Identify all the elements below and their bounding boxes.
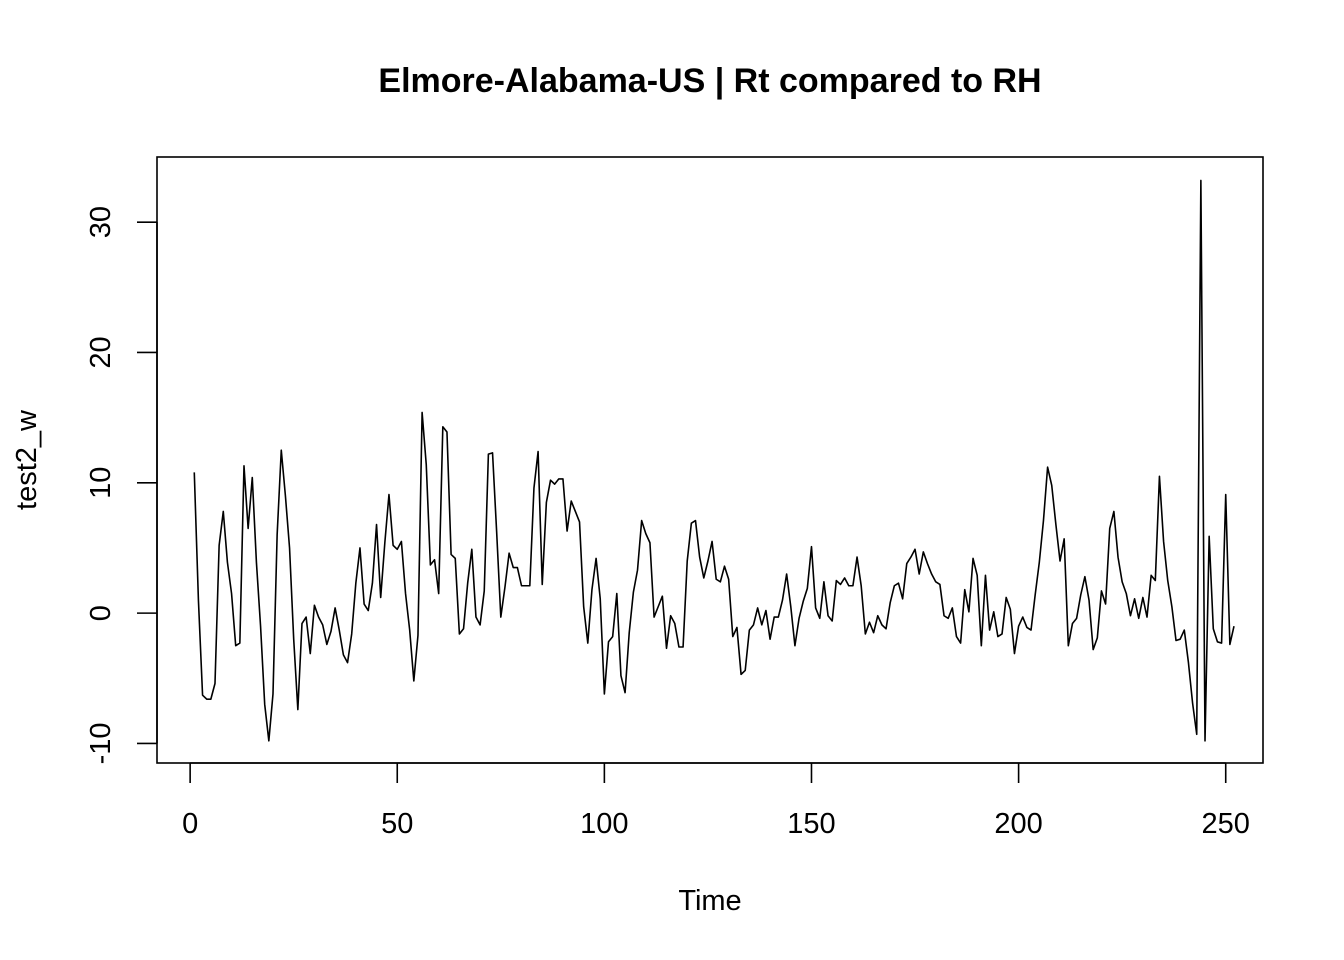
series-line [193, 179, 1235, 742]
x-tick-label: 150 [787, 808, 835, 840]
x-tick-label: 100 [580, 808, 628, 840]
x-tick-label: 0 [182, 808, 198, 840]
x-tick-label: 50 [381, 808, 413, 840]
chart-title: Elmore-Alabama-US | Rt compared to RH [378, 62, 1041, 100]
y-tick-label: 10 [85, 467, 117, 499]
x-axis: 0 50 100 150 200 250 [182, 762, 1250, 840]
y-axis: -10 0 10 20 30 [85, 206, 158, 764]
y-axis-label: test2_w [11, 409, 43, 510]
x-tick-label: 250 [1202, 808, 1250, 840]
x-axis-label: Time [678, 885, 741, 917]
plot-frame [156, 156, 1264, 764]
y-tick-label: 20 [85, 336, 117, 368]
y-tick-label: -10 [85, 722, 117, 764]
y-tick-label: 0 [85, 605, 117, 621]
x-tick-label: 200 [994, 808, 1042, 840]
y-tick-label: 30 [85, 206, 117, 238]
